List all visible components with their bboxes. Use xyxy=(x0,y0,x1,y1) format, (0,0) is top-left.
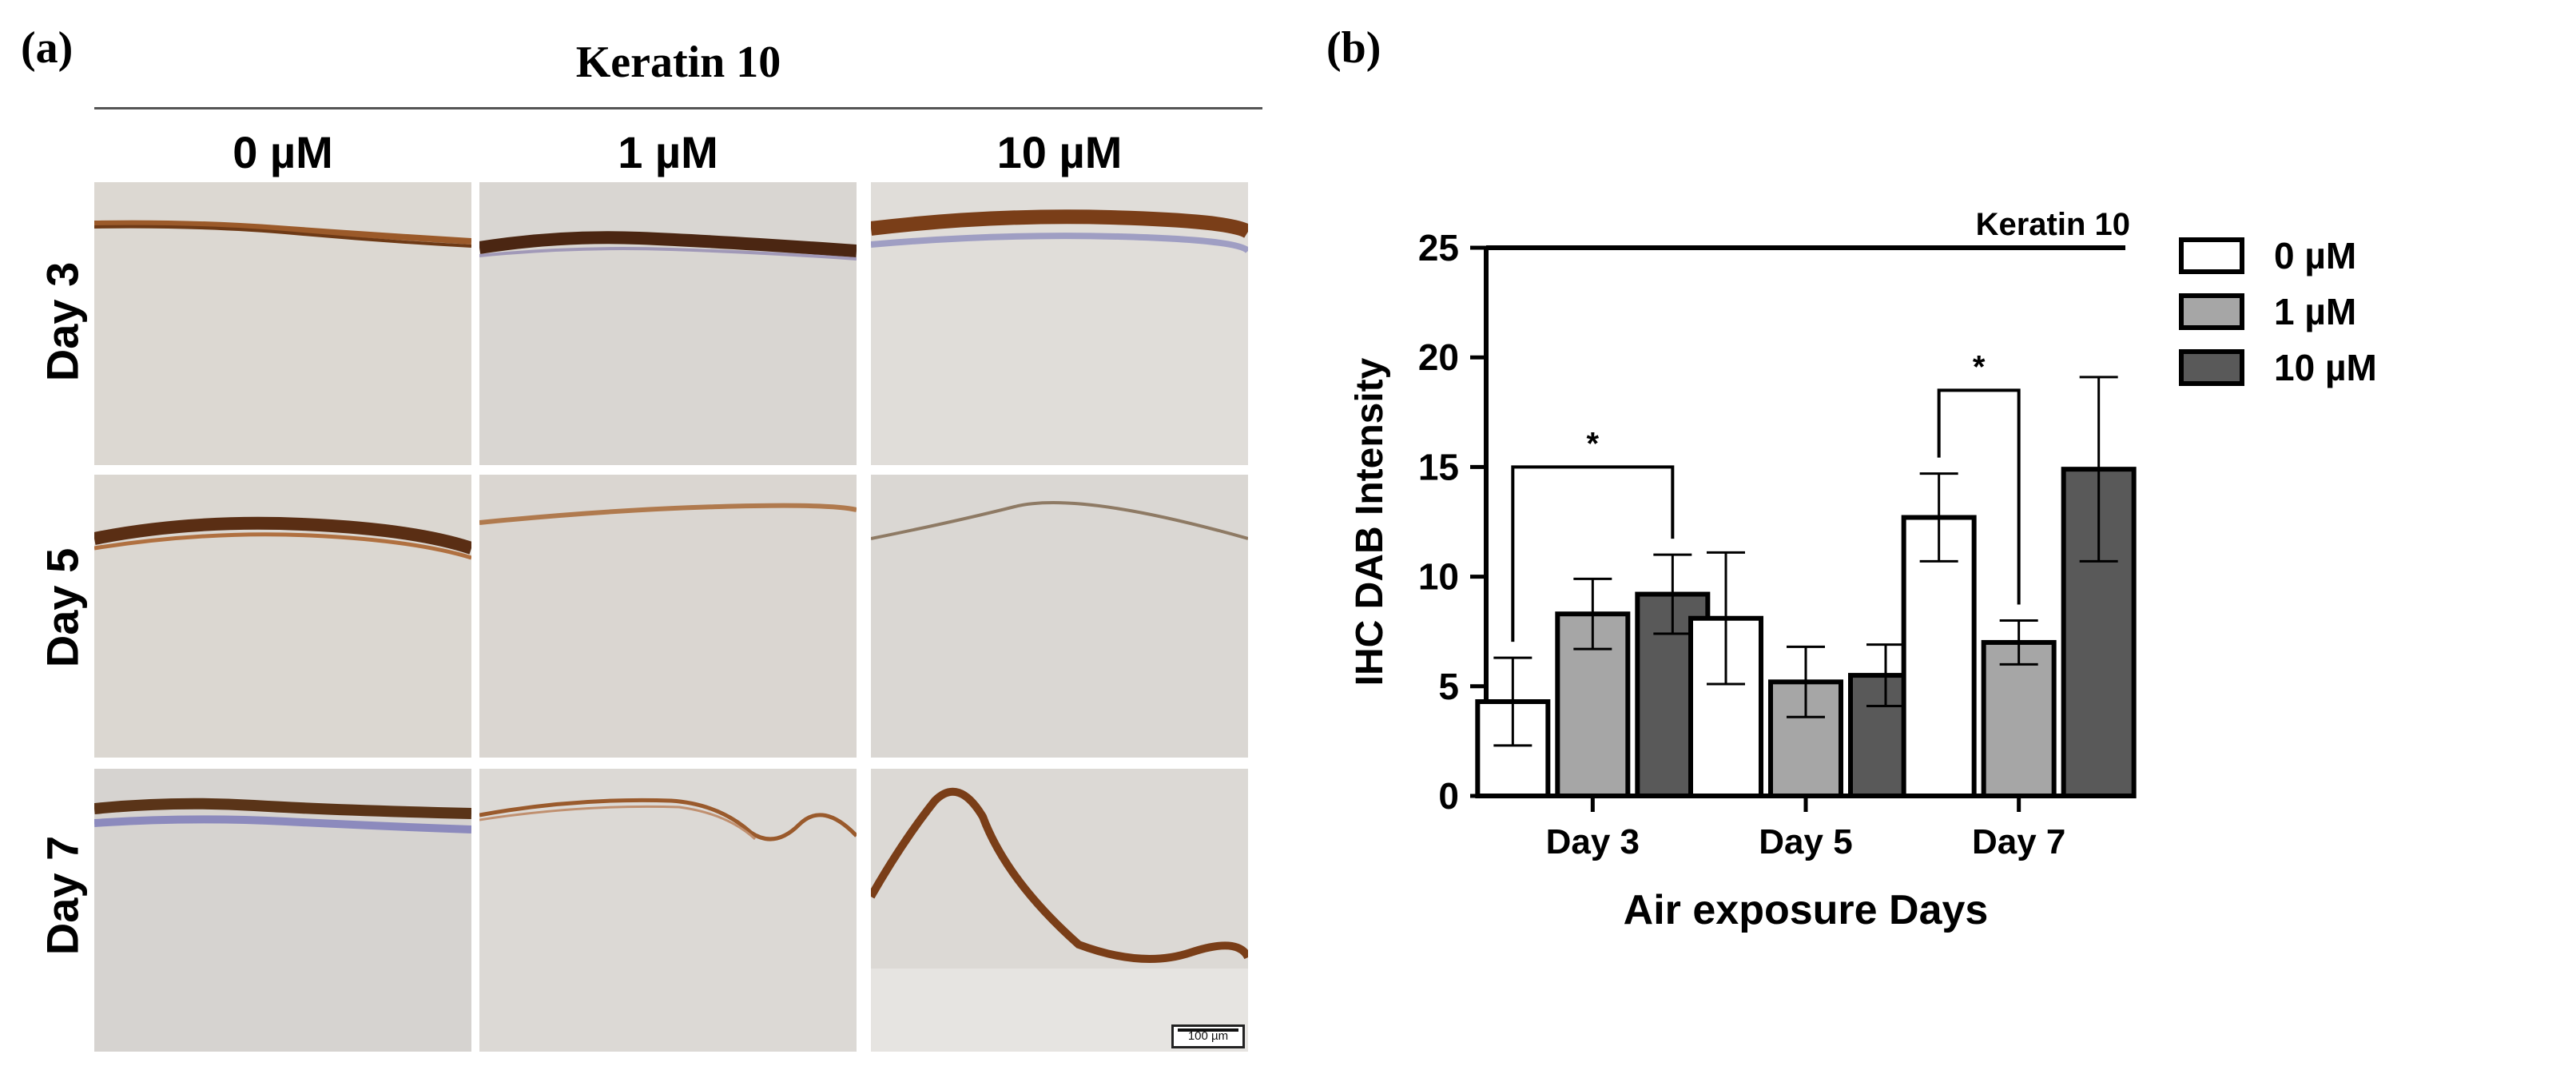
x-tick-label: Day 7 xyxy=(1972,822,2065,861)
legend-swatch xyxy=(2179,349,2244,386)
row-label-day3: Day 3 xyxy=(37,261,88,382)
significance-star: * xyxy=(1587,426,1600,461)
significance-bracket xyxy=(1511,465,1675,642)
legend-label: 1 µM xyxy=(2274,291,2356,332)
significance-star: * xyxy=(1973,349,1986,384)
scale-bar-label: 100 µm xyxy=(1187,1029,1229,1043)
panel-a-title: Keratin 10 xyxy=(575,38,781,87)
y-tick-label: 25 xyxy=(1418,227,1459,269)
histology-image-day5-10um xyxy=(871,475,1248,758)
legend-swatch xyxy=(2179,293,2244,330)
row-label-day5: Day 5 xyxy=(37,547,88,668)
bar xyxy=(1901,515,1977,798)
row-label-day7: Day 7 xyxy=(37,835,88,956)
x-tick-label: Day 5 xyxy=(1759,822,1852,861)
legend-label: 10 µM xyxy=(2274,347,2377,388)
scale-bar: 100 µm xyxy=(1171,1024,1245,1048)
legend-label: 0 µM xyxy=(2274,235,2356,276)
y-tick-label: 10 xyxy=(1418,556,1459,598)
significance-bracket xyxy=(1937,388,2021,605)
y-tick-label: 5 xyxy=(1438,666,1459,707)
y-tick-label: 0 xyxy=(1438,775,1459,817)
histology-image-day7-0um xyxy=(94,769,471,1052)
histology-image-day7-10um xyxy=(871,769,1248,1052)
histology-image-day3-10um xyxy=(871,182,1248,465)
panel-a-title-rule xyxy=(94,107,1262,109)
histology-image-day5-0um xyxy=(94,475,471,758)
column-label-1um: 1 µM xyxy=(618,127,718,177)
panel-b-label: (b) xyxy=(1326,23,1381,73)
bar-chart: 0 5 10 15 20 25 Keratin 10 IHC DAB Intensity Day… xyxy=(1349,207,2377,933)
chart-title: Keratin 10 xyxy=(1976,207,2130,242)
column-label-10um: 10 µM xyxy=(996,127,1123,177)
x-tick-label: Day 3 xyxy=(1546,822,1640,861)
y-axis-label: IHC DAB Intensity xyxy=(1349,357,1391,686)
y-tick-label: 20 xyxy=(1418,336,1459,378)
histology-image-day3-1um xyxy=(479,182,857,465)
histology-image-day3-0um xyxy=(94,182,471,465)
panel-a-label: (a) xyxy=(21,23,74,73)
x-axis-label: Air exposure Days xyxy=(1624,887,1989,933)
bar xyxy=(1981,639,2057,798)
legend-swatch xyxy=(2179,237,2244,274)
y-tick-label: 15 xyxy=(1418,446,1459,487)
histology-image-day5-1um xyxy=(479,475,857,758)
histology-image-day7-1um xyxy=(479,769,857,1052)
column-label-0um: 0 µM xyxy=(233,127,333,177)
scale-bar-line xyxy=(1178,1028,1238,1032)
